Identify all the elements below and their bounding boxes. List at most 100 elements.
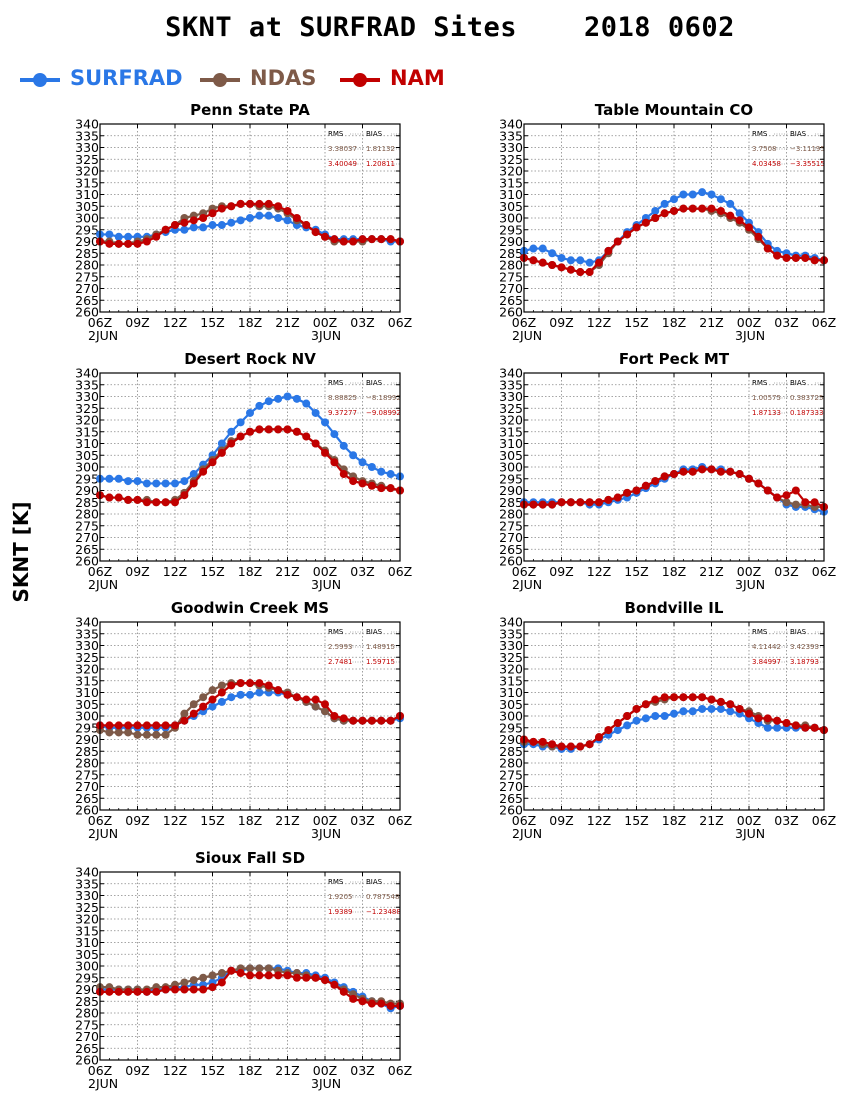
- data-point-nam: [161, 225, 170, 234]
- data-point-nam: [227, 202, 236, 211]
- series-ndas: [96, 679, 404, 739]
- data-point-nam: [330, 235, 339, 244]
- x-tick-label: 15Z: [200, 1063, 224, 1078]
- stats-ndas-bias: 1.81132: [366, 145, 395, 153]
- data-point-nam: [358, 997, 367, 1006]
- data-point-surfrad: [339, 441, 348, 450]
- data-point-surfrad: [264, 211, 273, 220]
- data-point-surfrad: [641, 714, 650, 723]
- y-tick-label: 290: [499, 483, 523, 498]
- data-point-nam: [651, 695, 660, 704]
- data-point-nam: [142, 987, 151, 996]
- data-point-nam: [367, 481, 376, 490]
- x-tick-label: 03Z: [774, 564, 798, 579]
- chart-title: Table Mountain CO: [595, 101, 753, 119]
- data-point-nam: [246, 971, 254, 980]
- x-date-label: 3JUN: [311, 328, 341, 343]
- y-tick-label: 305: [75, 199, 99, 214]
- data-point-nam: [529, 256, 538, 265]
- data-point-nam: [199, 985, 208, 994]
- data-point-nam: [377, 235, 386, 244]
- y-tick-label: 330: [75, 888, 99, 903]
- plot-frame: [99, 123, 401, 313]
- x-tick-label: 12Z: [163, 315, 187, 330]
- data-point-nam: [632, 223, 641, 232]
- data-point-nam: [208, 458, 217, 467]
- data-point-nam: [321, 448, 329, 457]
- legend-label-nam: NAM: [390, 66, 445, 90]
- data-point-nam: [557, 498, 566, 507]
- y-tick-label: 330: [499, 638, 523, 653]
- data-point-nam: [367, 999, 376, 1008]
- y-tick-label: 280: [75, 258, 99, 273]
- data-point-surfrad: [302, 399, 311, 408]
- stats-nam-rms: 1.87133: [752, 409, 781, 417]
- data-point-nam: [133, 987, 142, 996]
- data-point-surfrad: [670, 195, 678, 204]
- data-point-nam: [199, 467, 208, 476]
- data-point-surfrad: [367, 463, 376, 471]
- series-nam: [96, 966, 404, 1010]
- data-point-surfrad: [377, 467, 386, 476]
- data-point-ndas: [208, 971, 217, 980]
- data-point-nam: [641, 481, 650, 490]
- x-date-label: 3JUN: [311, 577, 341, 592]
- y-tick-label: 320: [75, 164, 99, 179]
- data-point-surfrad: [180, 225, 189, 234]
- legend-label-surfrad: SURFRAD: [70, 66, 183, 90]
- data-point-surfrad: [529, 244, 538, 253]
- y-tick-label: 330: [75, 140, 99, 155]
- data-point-nam: [707, 695, 716, 704]
- y-tick-label: 280: [499, 507, 523, 522]
- data-point-nam: [386, 716, 395, 725]
- stats-ndas-bias: 3.42393: [790, 643, 819, 651]
- data-point-surfrad: [208, 221, 217, 230]
- data-point-nam: [217, 688, 226, 697]
- data-point-nam: [105, 493, 114, 502]
- x-tick-label: 00Z: [737, 315, 761, 330]
- data-point-nam: [651, 477, 660, 486]
- data-point-surfrad: [189, 470, 198, 479]
- y-tick-label: 335: [499, 128, 523, 143]
- y-tick-label: 315: [75, 673, 99, 688]
- data-point-surfrad: [660, 199, 669, 208]
- data-point-nam: [698, 204, 707, 213]
- series-nam: [96, 679, 404, 730]
- stats-header: BIAS: [366, 130, 383, 138]
- data-point-nam: [660, 472, 669, 481]
- data-point-nam: [349, 994, 358, 1003]
- series-surfrad: [96, 392, 404, 488]
- stats-ndas-rms: 1.9205: [328, 893, 353, 901]
- x-tick-label: 09Z: [549, 564, 573, 579]
- x-tick-label: 06Z: [88, 813, 112, 828]
- y-tick-label: 330: [499, 140, 523, 155]
- stats-ndas-rms: 8.88825: [328, 394, 357, 402]
- data-point-nam: [782, 719, 791, 728]
- chart-panel-goodwin-creek-ms: Goodwin Creek MS 260265270275280285290295…: [75, 599, 412, 841]
- y-tick-label: 340: [75, 865, 99, 880]
- y-tick-label: 340: [499, 615, 523, 630]
- data-point-surfrad: [274, 394, 283, 403]
- data-point-nam: [199, 214, 208, 222]
- data-point-ndas: [217, 681, 226, 690]
- data-point-surfrad: [208, 702, 217, 711]
- data-point-nam: [810, 498, 819, 507]
- data-point-surfrad: [105, 230, 114, 239]
- data-point-nam: [321, 232, 329, 241]
- data-point-nam: [227, 439, 236, 448]
- data-point-nam: [641, 700, 650, 709]
- data-point-nam: [358, 479, 367, 488]
- x-tick-label: 18Z: [662, 315, 686, 330]
- data-point-ndas: [199, 693, 208, 702]
- y-tick-label: 265: [499, 293, 523, 308]
- stats-ndas-bias: −3.11195: [790, 145, 825, 153]
- y-tick-label: 285: [75, 495, 99, 510]
- data-point-ndas: [264, 964, 273, 973]
- y-tick-label: 260: [75, 554, 99, 569]
- data-point-nam: [679, 693, 688, 702]
- x-tick-label: 12Z: [163, 813, 187, 828]
- data-point-surfrad: [311, 408, 320, 417]
- data-point-surfrad: [698, 188, 707, 197]
- x-date-label: 2JUN: [88, 328, 118, 343]
- data-point-nam: [171, 721, 179, 730]
